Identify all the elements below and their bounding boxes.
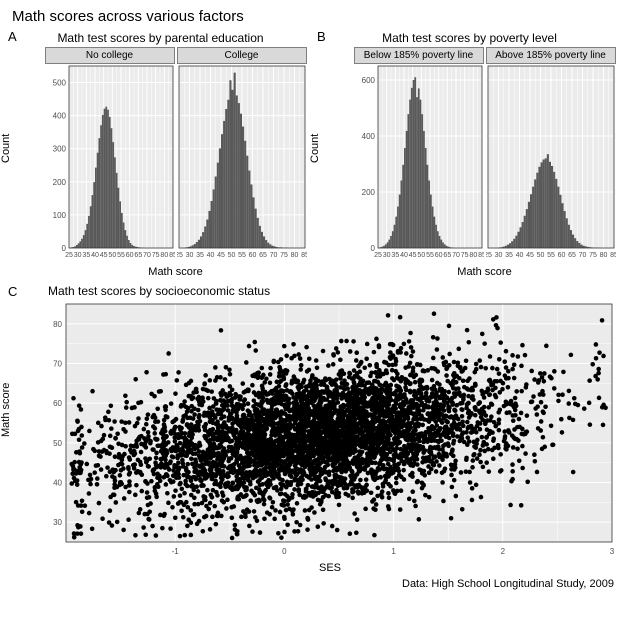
- facet-strip-b-0: Below 185% poverty line: [354, 47, 484, 64]
- svg-text:600: 600: [361, 76, 375, 85]
- facet-strip-a-1: College: [177, 47, 307, 64]
- scatter-c: -10123304050607080: [38, 300, 618, 560]
- svg-text:55: 55: [426, 252, 434, 259]
- svg-text:65: 65: [568, 252, 576, 259]
- panel-a-label: A: [8, 29, 17, 44]
- svg-text:200: 200: [361, 188, 375, 197]
- svg-text:25: 25: [374, 252, 382, 259]
- svg-text:65: 65: [259, 252, 267, 259]
- svg-text:30: 30: [382, 252, 390, 259]
- panel-b-facets: Below 185% poverty line 2530354045505560…: [347, 47, 622, 264]
- facet-strip-b-1: Above 185% poverty line: [486, 47, 616, 64]
- panel-b-xlabel: Math score: [347, 266, 622, 278]
- panel-c-title: Math test scores by socioeconomic status: [8, 284, 622, 298]
- svg-text:65: 65: [134, 252, 142, 259]
- facet-a-1: College 25303540455055606570758085: [177, 47, 307, 264]
- svg-text:70: 70: [452, 252, 460, 259]
- svg-text:400: 400: [361, 132, 375, 141]
- panel-b: B Math test scores by poverty level Coun…: [317, 29, 622, 278]
- svg-text:45: 45: [217, 252, 225, 259]
- svg-text:65: 65: [443, 252, 451, 259]
- histogram-b-0: 25303540455055606570758085 0 200 400 600: [354, 64, 484, 264]
- svg-text:55: 55: [238, 252, 246, 259]
- svg-text:400: 400: [52, 112, 66, 121]
- svg-text:50: 50: [536, 252, 544, 259]
- svg-text:60: 60: [434, 252, 442, 259]
- panel-b-ylabel: Count: [309, 133, 321, 162]
- panel-a: A Math test scores by parental education…: [8, 29, 313, 278]
- svg-text:75: 75: [280, 252, 288, 259]
- svg-text:80: 80: [469, 252, 477, 259]
- svg-text:60: 60: [557, 252, 565, 259]
- svg-text:25: 25: [486, 252, 492, 259]
- svg-text:35: 35: [505, 252, 513, 259]
- svg-text:75: 75: [589, 252, 597, 259]
- panel-b-title: Math test scores by poverty level: [317, 31, 622, 45]
- svg-text:45: 45: [526, 252, 534, 259]
- facet-b-0: Below 185% poverty line 2530354045505560…: [354, 47, 484, 264]
- svg-text:80: 80: [599, 252, 607, 259]
- svg-text:85: 85: [301, 252, 307, 259]
- histogram-a-0: 25303540455055606570758085 0 100 200 300 400 5…: [45, 64, 175, 264]
- svg-text:25: 25: [65, 252, 73, 259]
- main-title: Math scores across various factors: [12, 8, 622, 25]
- panel-c-ylabel: Math score: [0, 383, 12, 437]
- svg-text:85: 85: [478, 252, 484, 259]
- svg-text:40: 40: [400, 252, 408, 259]
- svg-text:40: 40: [206, 252, 214, 259]
- svg-text:55: 55: [117, 252, 125, 259]
- panel-a-xlabel: Math score: [38, 266, 313, 278]
- panel-a-ylabel: Count: [0, 133, 12, 162]
- svg-text:50: 50: [108, 252, 116, 259]
- panel-a-facets: No college 25303540455055606570758085010…: [38, 47, 313, 264]
- panel-c-label: C: [8, 284, 17, 299]
- svg-text:30: 30: [185, 252, 193, 259]
- histogram-a-1: 25303540455055606570758085: [177, 64, 307, 264]
- svg-text:40: 40: [91, 252, 99, 259]
- svg-text:50: 50: [227, 252, 235, 259]
- svg-text:85: 85: [610, 252, 616, 259]
- panel-c: C Math test scores by socioeconomic stat…: [8, 284, 622, 574]
- svg-text:40: 40: [515, 252, 523, 259]
- svg-text:45: 45: [408, 252, 416, 259]
- panel-b-label: B: [317, 29, 326, 44]
- svg-text:80: 80: [160, 252, 168, 259]
- svg-text:60: 60: [248, 252, 256, 259]
- svg-text:0: 0: [61, 244, 66, 253]
- svg-text:55: 55: [547, 252, 555, 259]
- svg-text:80: 80: [290, 252, 298, 259]
- svg-text:45: 45: [99, 252, 107, 259]
- svg-text:500: 500: [52, 79, 66, 88]
- svg-text:35: 35: [391, 252, 399, 259]
- svg-text:70: 70: [269, 252, 277, 259]
- panel-c-xlabel: SES: [38, 562, 622, 574]
- histogram-b-1: 25303540455055606570758085: [486, 64, 616, 264]
- svg-text:60: 60: [125, 252, 133, 259]
- svg-text:50: 50: [417, 252, 425, 259]
- svg-text:25: 25: [177, 252, 183, 259]
- facet-strip-a-0: No college: [45, 47, 175, 64]
- caption: Data: High School Longitudinal Study, 20…: [8, 578, 622, 590]
- svg-text:30: 30: [73, 252, 81, 259]
- svg-text:35: 35: [82, 252, 90, 259]
- svg-text:100: 100: [52, 211, 66, 220]
- panel-a-title: Math test scores by parental education: [8, 31, 313, 45]
- svg-text:300: 300: [52, 145, 66, 154]
- svg-text:75: 75: [151, 252, 159, 259]
- top-row: A Math test scores by parental education…: [8, 29, 622, 278]
- svg-text:70: 70: [143, 252, 151, 259]
- svg-text:85: 85: [169, 252, 175, 259]
- facet-a-0: No college 25303540455055606570758085 0 10…: [45, 47, 175, 264]
- svg-text:0: 0: [370, 244, 375, 253]
- svg-text:75: 75: [460, 252, 468, 259]
- svg-text:30: 30: [494, 252, 502, 259]
- svg-text:35: 35: [196, 252, 204, 259]
- svg-text:70: 70: [578, 252, 586, 259]
- facet-b-1: Above 185% poverty line 2530354045505560…: [486, 47, 616, 264]
- svg-text:200: 200: [52, 178, 66, 187]
